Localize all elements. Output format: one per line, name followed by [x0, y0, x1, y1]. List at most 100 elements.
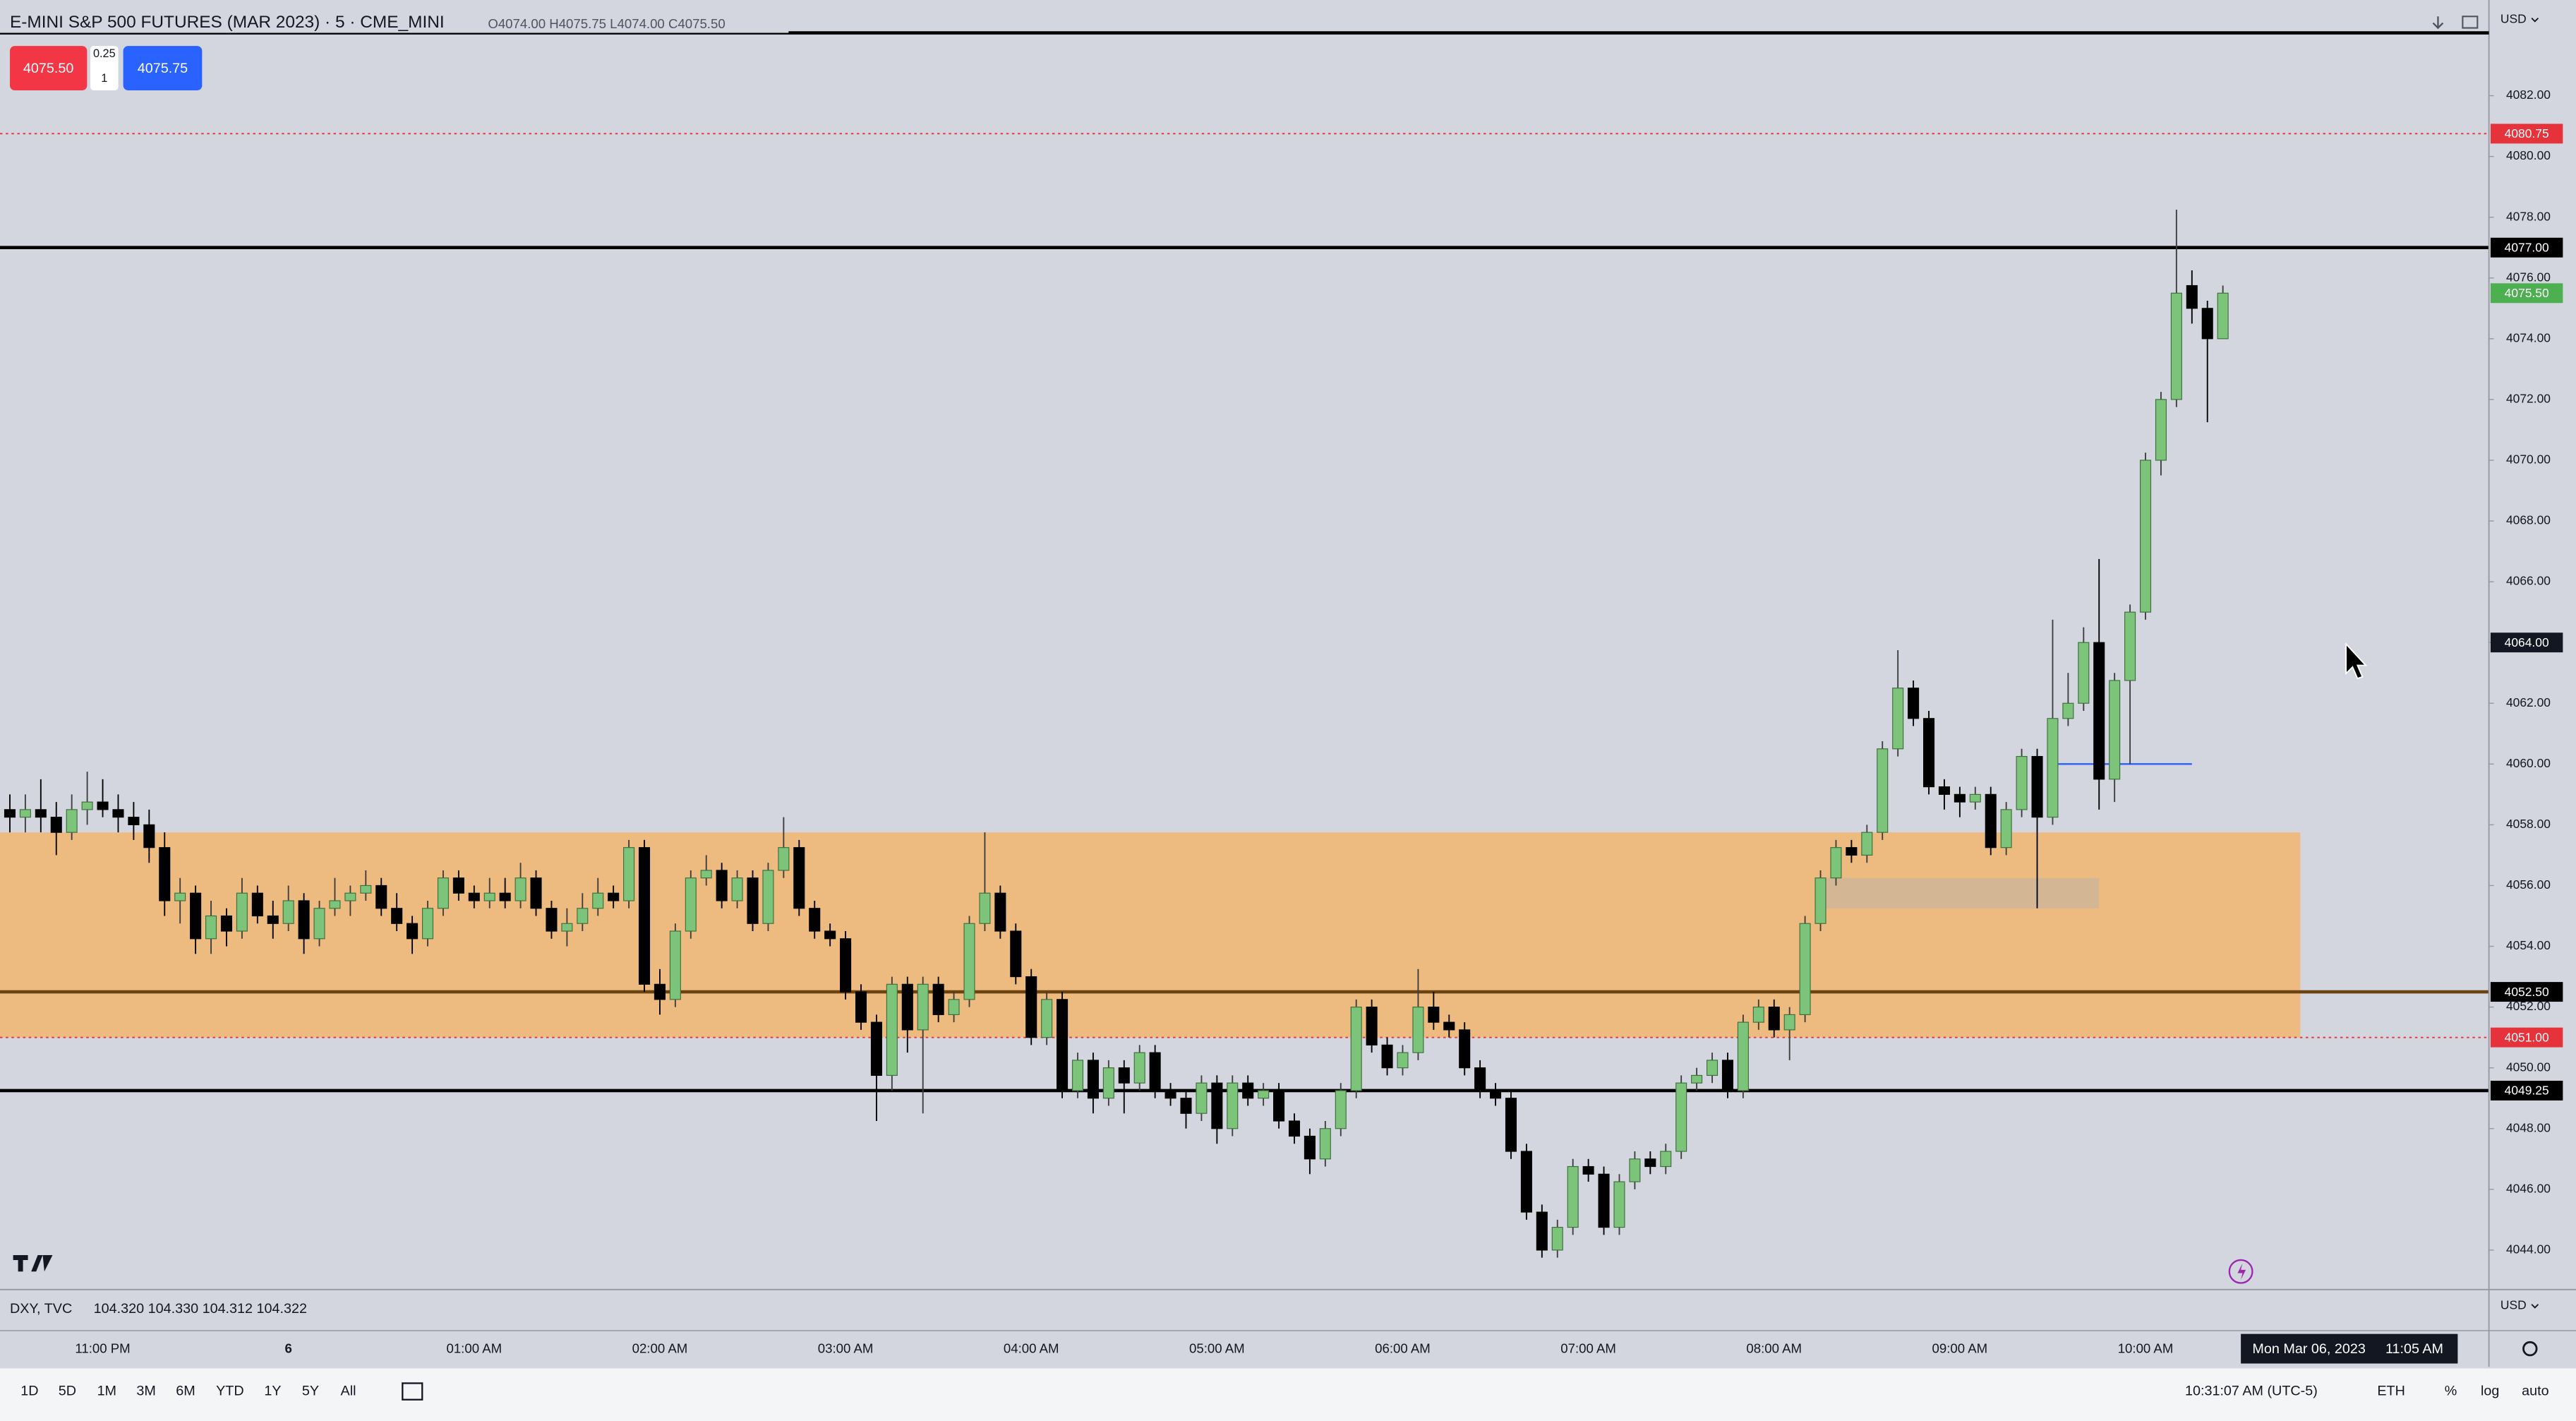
candle-body — [932, 983, 944, 1015]
quantity[interactable]: 1 — [101, 72, 107, 85]
candle-body — [592, 892, 604, 909]
x-tick-label: 07:00 AM — [1560, 1341, 1616, 1356]
candle-body — [1768, 1007, 1780, 1031]
range-button[interactable]: 3M — [136, 1383, 155, 1398]
quantity-box[interactable] — [90, 46, 119, 90]
candle-body — [66, 809, 78, 833]
candle-body — [1675, 1082, 1687, 1152]
price-axis: 4044.00 4046.00 4048.00 4050.00 4052.00 4054.… — [2488, 88, 2563, 1256]
candle-body — [1164, 1090, 1176, 1099]
range-button[interactable]: 6M — [176, 1383, 195, 1398]
currency-chevron — [2531, 17, 2539, 23]
price-badge-label: 4051.00 — [2505, 1030, 2549, 1044]
candle-body — [793, 847, 805, 909]
spread: 0.25 — [93, 47, 116, 60]
candle-body — [824, 930, 836, 940]
tradingview-logo[interactable] — [13, 1254, 53, 1272]
candle-body — [329, 900, 341, 909]
price-badge — [2490, 283, 2563, 304]
indicator-name: DXY, TVC — [10, 1301, 72, 1317]
y-tick-label: 4070.00 — [2506, 452, 2551, 467]
date-range-icon[interactable] — [402, 1382, 423, 1401]
candle-body — [1799, 923, 1811, 1015]
price-badge — [2490, 237, 2563, 258]
candle-body — [205, 915, 217, 940]
y-tick-label: 4060.00 — [2506, 756, 2551, 770]
settings-icon[interactable] — [2522, 1341, 2538, 1357]
y-tick-label: 4078.00 — [2506, 209, 2551, 223]
candle-body — [2170, 292, 2182, 400]
candle-body — [638, 847, 651, 985]
candle-body — [530, 877, 542, 909]
range-button[interactable]: 1Y — [264, 1383, 281, 1398]
candle-body — [360, 885, 372, 894]
candle-body — [1892, 688, 1904, 750]
candle-body — [1551, 1227, 1563, 1251]
candle-body — [886, 983, 898, 1077]
range-button[interactable]: 5Y — [302, 1383, 319, 1398]
time-axis: 11:00 PM 6 01:00 AM 02:00 AM 03:00 AM 04:00 A… — [75, 1341, 2173, 1356]
candle-body — [1443, 1021, 1455, 1031]
percent-toggle[interactable]: % — [2445, 1383, 2457, 1398]
candle-body — [1505, 1098, 1517, 1152]
buy-price[interactable]: 4075.75 — [138, 61, 188, 76]
candle-body — [1335, 1090, 1347, 1129]
header-backdrop — [0, 9, 789, 33]
y-tick-label: 4054.00 — [2506, 938, 2551, 952]
range-button[interactable]: 1M — [97, 1383, 116, 1398]
candle-body — [1381, 1044, 1393, 1069]
events-icon[interactable] — [2228, 1259, 2253, 1284]
download-icon[interactable] — [2432, 16, 2444, 30]
candle-body — [2047, 718, 2059, 818]
candle-body — [1752, 1007, 1764, 1023]
candle-body — [1366, 1007, 1378, 1045]
candle-body — [1830, 847, 1842, 879]
candle-body — [1783, 1014, 1795, 1031]
candle-body — [1598, 1173, 1610, 1228]
candle-body — [128, 817, 140, 825]
y-tick-label: 4046.00 — [2506, 1181, 2551, 1195]
candle-body — [1010, 930, 1022, 978]
highlight-box — [1820, 877, 2100, 909]
range-button[interactable]: YTD — [216, 1383, 244, 1398]
y-tick-label: 4072.00 — [2506, 392, 2551, 406]
log-toggle[interactable]: log — [2481, 1383, 2499, 1398]
range-button[interactable]: All — [341, 1383, 356, 1398]
screenshot-icon[interactable] — [2462, 16, 2479, 29]
candle-body — [1196, 1082, 1208, 1114]
candle-body — [917, 983, 929, 1031]
candle-body — [1707, 1060, 1719, 1077]
candle-body — [267, 915, 279, 924]
currency-label[interactable]: USD — [2500, 12, 2527, 26]
y-tick-label: 4056.00 — [2506, 877, 2551, 892]
candle-body — [499, 892, 511, 901]
candle-body — [421, 908, 434, 940]
candle-body — [2201, 308, 2213, 340]
x-tick-label: 01:00 AM — [446, 1341, 502, 1356]
currency-label[interactable]: USD — [2500, 1298, 2527, 1312]
session-toggle[interactable]: ETH — [2377, 1383, 2405, 1398]
candle-body — [1721, 1060, 1733, 1091]
candle-body — [1660, 1151, 1672, 1168]
auto-toggle[interactable]: auto — [2522, 1383, 2548, 1398]
range-button[interactable]: 1D — [20, 1383, 38, 1398]
candle-body — [747, 877, 759, 924]
price-badge-label: 4075.50 — [2505, 286, 2549, 300]
candle-body — [437, 877, 449, 909]
cursor-date: Mon Mar 06, 2023 — [2252, 1341, 2365, 1357]
sell-button[interactable] — [9, 46, 88, 90]
buy-button[interactable] — [123, 46, 203, 90]
candle-body — [1087, 1060, 1099, 1099]
candle-body — [608, 892, 620, 901]
y-tick-label: 4074.00 — [2506, 330, 2551, 344]
candle-body — [1350, 1007, 1362, 1091]
candle-body — [2078, 642, 2090, 704]
candle-body — [50, 817, 62, 833]
candle-body — [1102, 1067, 1114, 1099]
candle-body — [2062, 702, 2074, 719]
sell-price[interactable]: 4075.50 — [23, 61, 73, 76]
price-badge-label: 4080.75 — [2505, 126, 2549, 140]
range-button[interactable]: 5D — [59, 1383, 76, 1398]
y-tick-label: 4050.00 — [2506, 1060, 2551, 1074]
candle-body — [407, 923, 419, 940]
